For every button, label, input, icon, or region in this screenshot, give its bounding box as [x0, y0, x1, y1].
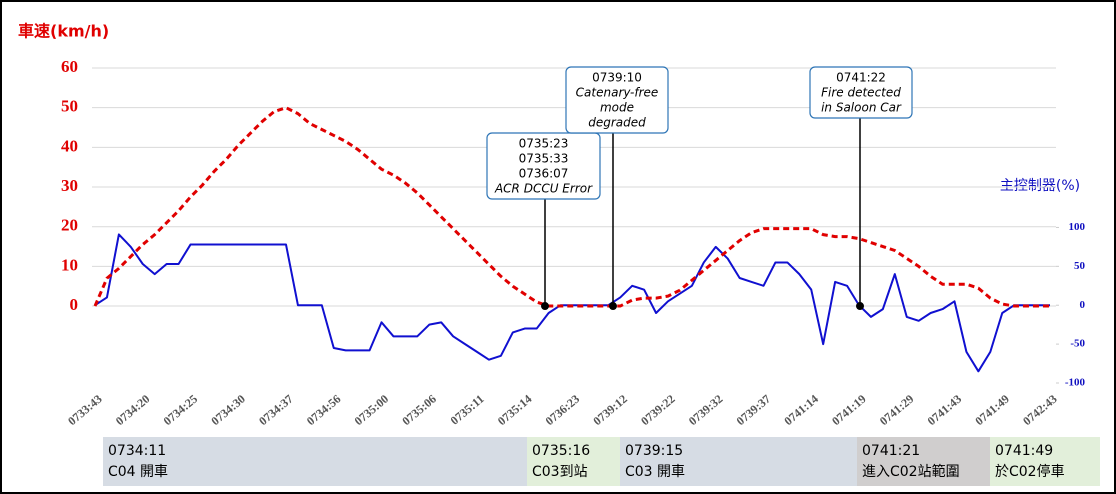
callout-text: 0736:07 — [519, 167, 569, 181]
timeline-time: 0739:15 — [625, 443, 683, 459]
callout-box — [809, 66, 913, 119]
callout-text: in Saloon Car — [821, 101, 902, 115]
timeline-box — [103, 437, 527, 486]
callout-text: 0735:23 — [519, 137, 569, 151]
y2-axis-title: 主控制器(%) — [1000, 178, 1080, 194]
event-dot — [856, 302, 864, 311]
callout-text: mode — [600, 101, 634, 115]
y2-tick-label: -100 — [1065, 377, 1086, 389]
timeline-time: 0734:11 — [108, 443, 166, 459]
callout-box — [486, 132, 601, 200]
y-tick-label: 60 — [61, 57, 78, 76]
callout-text: 0739:10 — [592, 71, 642, 85]
timeline-time: 0735:16 — [532, 443, 590, 459]
timeline-box — [620, 437, 857, 486]
timeline-box — [527, 437, 620, 486]
series-line — [93, 106, 1050, 308]
y-tick-label: 0 — [70, 295, 79, 314]
y2-tick-label: -50 — [1070, 338, 1085, 350]
y2-tick-label: 0 — [1080, 299, 1086, 311]
y-tick-label: 30 — [61, 176, 78, 195]
callout-text: ACR DCCU Error — [494, 182, 593, 196]
y-axis-title: 車速(km/h) — [18, 22, 109, 41]
callout-box — [565, 66, 669, 134]
callout-text: degraded — [588, 116, 646, 130]
event-dot — [609, 302, 617, 311]
timeline-time: 0741:21 — [862, 443, 920, 459]
timeline-label: C04 開車 — [108, 463, 168, 480]
timeline-label: C03 開車 — [625, 463, 685, 480]
callout-text: 0741:22 — [836, 71, 886, 85]
timeline-label: 於C02停車 — [995, 463, 1065, 480]
callout-text: Catenary-free — [576, 86, 659, 100]
callout-text: 0735:33 — [519, 152, 569, 166]
y-tick-label: 50 — [61, 97, 78, 116]
y-tick-label: 10 — [61, 255, 78, 274]
timeline-time: 0741:49 — [995, 443, 1053, 459]
y2-tick-label: 100 — [1069, 221, 1086, 233]
event-dot — [541, 302, 549, 311]
y-tick-label: 20 — [61, 216, 78, 235]
y2-tick-label: 50 — [1074, 260, 1086, 272]
timeline-label: 進入C02站範圍 — [862, 463, 960, 480]
timeline-label: C03到站 — [532, 464, 588, 480]
y-tick-label: 40 — [61, 136, 78, 155]
timeline-box — [990, 437, 1100, 486]
timeline-box — [857, 437, 990, 486]
callout-text: Fire detected — [821, 86, 901, 100]
